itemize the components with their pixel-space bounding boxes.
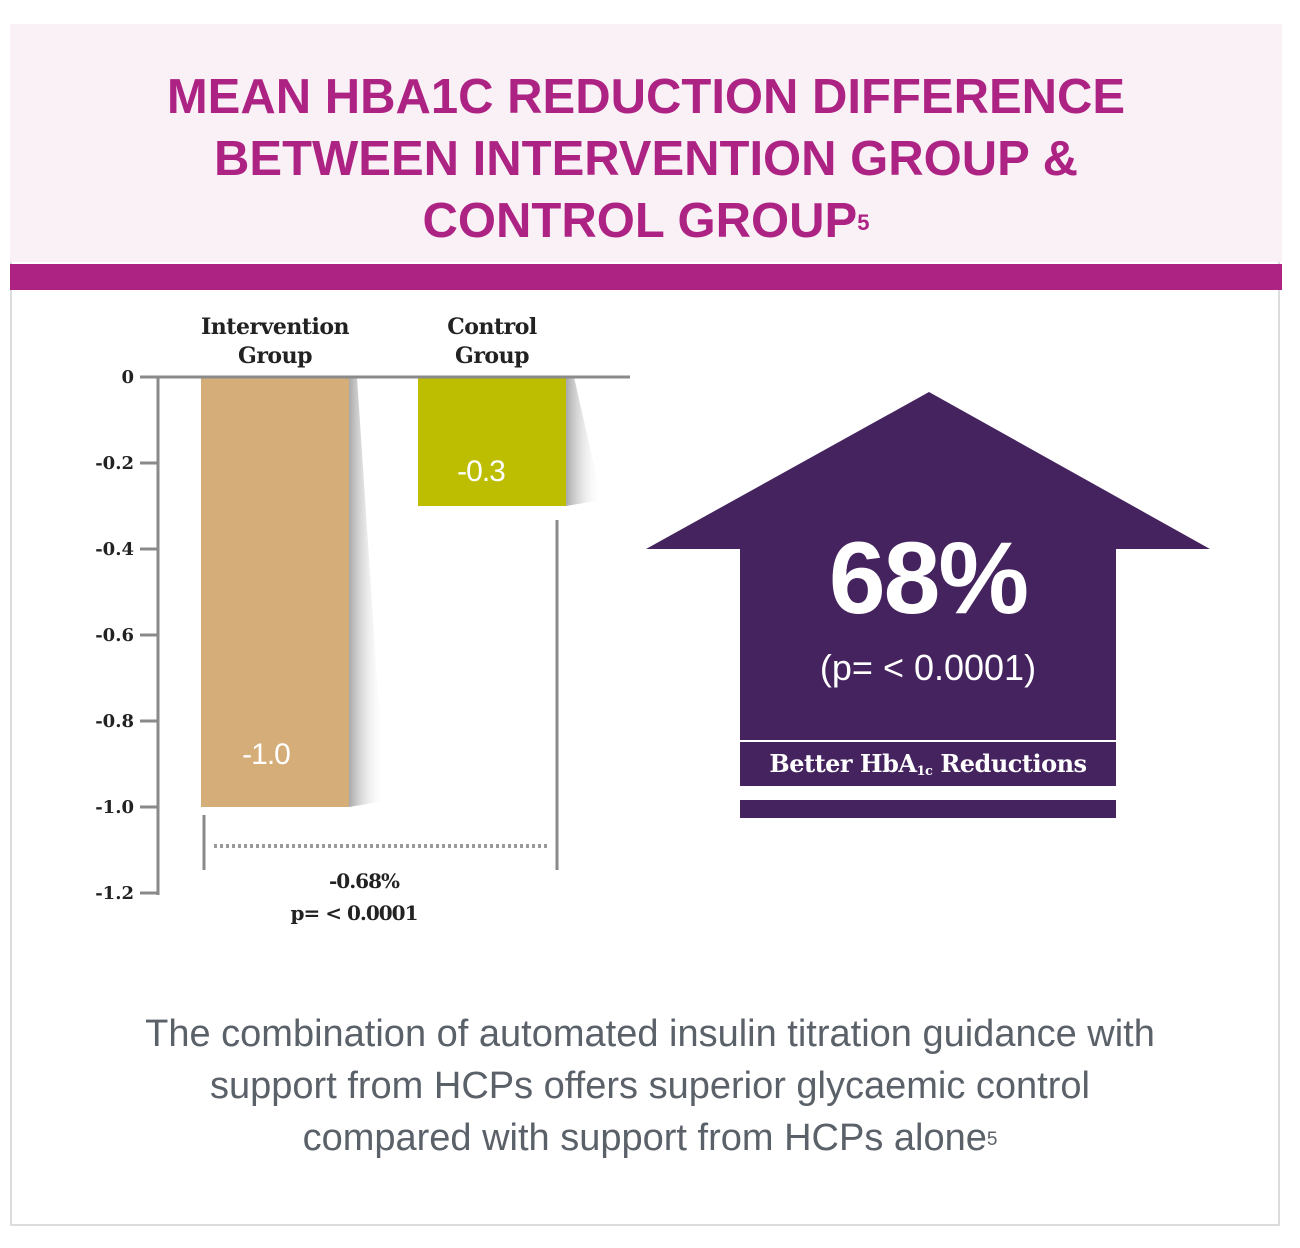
title-line-1: MEAN HBA1C REDUCTION DIFFERENCE [166,70,1126,124]
caption: The combination of automated insulin tit… [60,1008,1240,1164]
difference-value: -0.68% [329,869,400,893]
title-line-3-text: CONTROL GROUP [422,194,858,248]
improvement-pvalue: (p= < 0.0001) [819,647,1037,688]
arrow-base-bar [740,800,1116,818]
header-divider-band [10,264,1282,290]
page-title: MEAN HBA1C REDUCTION DIFFERENCE BETWEEN … [10,66,1282,252]
title-line-2: BETWEEN INTERVENTION GROUP & [214,132,1078,186]
y-tick-label: -0.6 [95,625,134,646]
category-label-line-1: Control [447,314,537,340]
caption-line-3: compared with support from HCPs alone5 [60,1112,1240,1164]
better-label-end: Reductions [932,749,1087,778]
caption-line-2: support from HCPs offers superior glycae… [210,1065,1090,1107]
bar-value-label: -1.0 [242,738,290,771]
y-tick-label: -1.2 [95,883,134,904]
better-label-subscript: 1c [916,764,933,779]
difference-pvalue: p= < 0.0001 [291,901,418,925]
caption-reference: 5 [986,1129,998,1150]
category-label-line-2: Group [238,343,312,369]
y-tick-label: 0 [121,367,134,388]
bar [201,377,349,807]
arrow-shape [646,392,1210,740]
bar-value-label: -0.3 [457,455,505,488]
label-bar-background [740,742,1116,786]
header-panel [10,24,1282,262]
y-tick-label: -0.8 [95,711,134,732]
category-label-line-2: Group [455,343,529,369]
bar-shadow [566,377,602,506]
caption-line-3-text: compared with support from HCPs alone [302,1117,987,1159]
bar-shadow [349,377,385,807]
improvement-percentage: 68% [828,521,1029,635]
category-label-line-1: Intervention [201,314,350,340]
y-tick-label: -1.0 [95,797,134,818]
caption-line-1: The combination of automated insulin tit… [145,1013,1155,1055]
better-label-main: Better HbA [769,749,917,778]
y-tick-label: -0.2 [95,453,134,474]
better-reductions-label: Better HbA1c Reductions [740,742,1116,786]
title-line-3: CONTROL GROUP5 [10,190,1282,252]
y-tick-label: -0.4 [95,539,134,560]
bar [418,377,566,506]
title-reference: 5 [857,210,870,235]
